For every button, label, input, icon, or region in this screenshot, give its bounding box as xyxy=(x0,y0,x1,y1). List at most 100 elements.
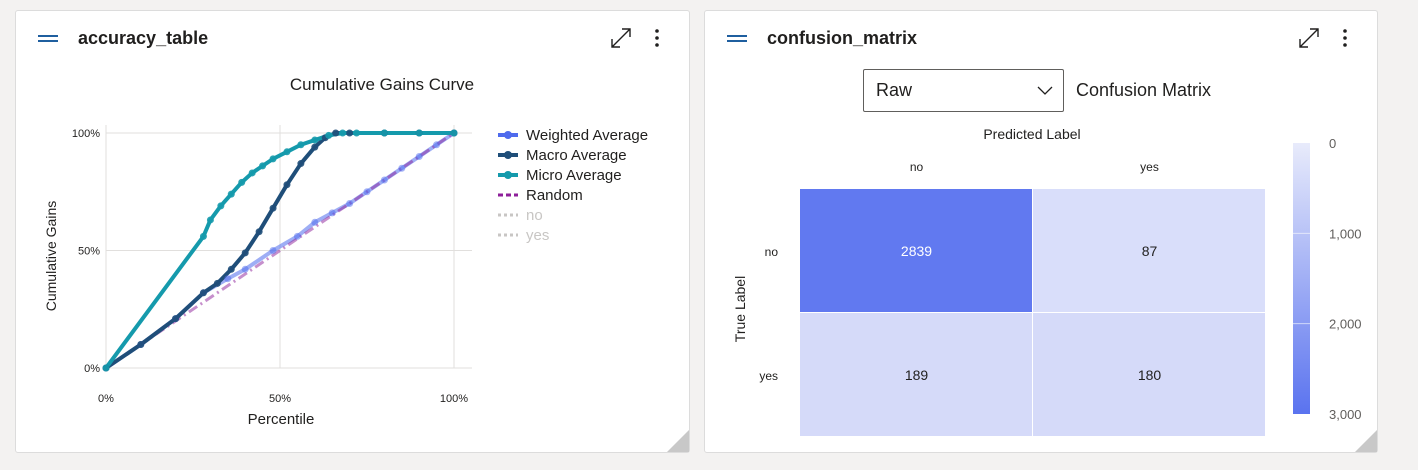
data-point[interactable] xyxy=(311,136,319,144)
data-point[interactable] xyxy=(415,153,423,160)
y-axis-title: True Label xyxy=(732,276,748,342)
x-tick-label: 50% xyxy=(269,393,291,405)
cell-value: 189 xyxy=(905,367,929,383)
cell-value: 180 xyxy=(1138,367,1162,383)
data-point[interactable] xyxy=(206,216,214,224)
data-point[interactable] xyxy=(102,364,110,372)
data-point[interactable] xyxy=(415,129,423,137)
legend-item[interactable]: yes xyxy=(498,227,549,244)
data-point[interactable] xyxy=(269,204,277,212)
legend-label: Random xyxy=(526,187,583,204)
y-axis-label: Cumulative Gains xyxy=(43,201,59,312)
data-point[interactable] xyxy=(293,232,301,240)
data-point[interactable] xyxy=(259,162,267,170)
y-category-label: no xyxy=(765,245,779,259)
legend-marker xyxy=(504,151,512,159)
data-point[interactable] xyxy=(199,289,207,297)
data-point[interactable] xyxy=(238,178,246,186)
data-point[interactable] xyxy=(433,141,441,149)
data-point[interactable] xyxy=(380,129,388,137)
data-point[interactable] xyxy=(398,164,406,172)
data-point[interactable] xyxy=(380,176,388,184)
legend-item[interactable]: Random xyxy=(498,187,583,204)
heatmap-cell[interactable] xyxy=(1033,313,1265,436)
confusion-matrix-label: Confusion Matrix xyxy=(1076,80,1212,100)
legend-marker xyxy=(504,131,512,139)
view-mode-dropdown[interactable]: Raw xyxy=(863,69,1064,112)
chevron-down-icon xyxy=(1037,86,1053,95)
resize-handle[interactable] xyxy=(1355,430,1377,452)
colorbar-tick-label: 1,000 xyxy=(1329,226,1362,241)
data-point[interactable] xyxy=(297,141,305,149)
data-point[interactable] xyxy=(353,129,361,137)
heatmap-cell[interactable] xyxy=(800,189,1032,312)
legend-item[interactable]: Weighted Average xyxy=(498,127,648,144)
data-point[interactable] xyxy=(283,148,291,156)
legend-label: Macro Average xyxy=(526,147,627,164)
data-point[interactable] xyxy=(311,143,319,151)
legend-marker xyxy=(504,171,512,179)
data-point[interactable] xyxy=(213,279,221,287)
data-point[interactable] xyxy=(248,169,256,177)
card-header: confusion_matrix xyxy=(727,25,1359,51)
confusion-matrix-card: confusion_matrix Raw Confusion Matrix Pr… xyxy=(704,10,1378,453)
data-point[interactable] xyxy=(227,265,235,273)
legend-label: yes xyxy=(526,227,549,244)
expand-button[interactable] xyxy=(607,24,635,52)
confusion-matrix-heatmap: Predicted Label True Label 2839 87 189 180 n… xyxy=(732,126,1362,436)
data-point[interactable] xyxy=(297,160,305,168)
cell-value: 2839 xyxy=(901,243,932,259)
resize-handle[interactable] xyxy=(667,430,689,452)
data-point[interactable] xyxy=(217,202,225,210)
data-point[interactable] xyxy=(332,129,340,137)
more-options-button[interactable] xyxy=(643,24,671,52)
data-point[interactable] xyxy=(283,181,291,189)
colorbar xyxy=(1293,143,1310,414)
legend-item[interactable]: no xyxy=(498,207,543,224)
data-point[interactable] xyxy=(450,129,458,137)
more-vertical-icon xyxy=(1343,29,1347,47)
heatmap-cell[interactable] xyxy=(800,313,1032,436)
data-point[interactable] xyxy=(241,249,249,257)
legend-item[interactable]: Micro Average xyxy=(498,167,622,184)
data-point[interactable] xyxy=(328,209,336,217)
chart-title: Cumulative Gains Curve xyxy=(290,75,474,94)
data-point[interactable] xyxy=(325,131,333,139)
card-title: confusion_matrix xyxy=(767,27,918,48)
data-point[interactable] xyxy=(311,218,319,226)
data-point[interactable] xyxy=(172,315,180,323)
expand-button[interactable] xyxy=(1295,24,1323,52)
data-point[interactable] xyxy=(224,275,232,283)
more-options-button[interactable] xyxy=(1331,24,1359,52)
data-point[interactable] xyxy=(346,129,354,137)
expand-icon xyxy=(611,28,631,48)
data-point[interactable] xyxy=(269,247,277,254)
drag-handle-icon[interactable] xyxy=(727,33,747,43)
expand-icon xyxy=(1299,28,1319,48)
x-axis-title: Predicted Label xyxy=(983,126,1080,142)
data-point[interactable] xyxy=(269,155,277,163)
y-tick-label: 50% xyxy=(78,246,100,258)
data-point[interactable] xyxy=(363,188,371,196)
data-point[interactable] xyxy=(346,200,354,207)
data-point[interactable] xyxy=(137,341,145,348)
heatmap-cell[interactable] xyxy=(1033,189,1265,312)
drag-handle-icon[interactable] xyxy=(38,33,58,43)
legend-label: no xyxy=(526,207,543,224)
legend-item[interactable]: Macro Average xyxy=(498,147,627,164)
dropdown-value: Raw xyxy=(876,80,913,100)
data-point[interactable] xyxy=(199,232,207,240)
x-axis-label: Percentile xyxy=(248,411,315,428)
data-point[interactable] xyxy=(339,129,347,137)
y-tick-label: 100% xyxy=(72,128,100,140)
data-point[interactable] xyxy=(241,265,249,273)
data-point[interactable] xyxy=(227,190,235,198)
legend-label: Micro Average xyxy=(526,167,622,184)
accuracy-table-card: accuracy_table Cumulative Gains Curve 0%… xyxy=(15,10,690,453)
cell-value: 87 xyxy=(1142,243,1158,259)
more-vertical-icon xyxy=(655,29,659,47)
data-point[interactable] xyxy=(255,228,263,236)
x-category-label: no xyxy=(910,160,924,174)
colorbar-tick-label: 2,000 xyxy=(1329,317,1362,332)
x-tick-label: 0% xyxy=(98,393,114,405)
